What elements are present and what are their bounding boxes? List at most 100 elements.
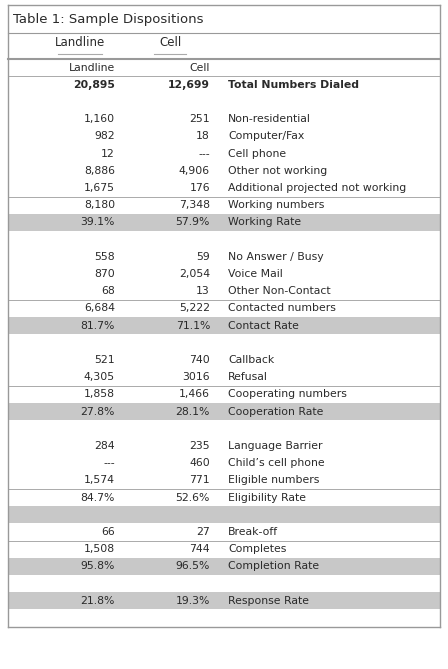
Text: 59: 59 bbox=[196, 252, 210, 262]
Text: 12: 12 bbox=[101, 149, 115, 159]
Text: Callback: Callback bbox=[228, 355, 274, 365]
Text: 284: 284 bbox=[95, 441, 115, 451]
Text: Voice Mail: Voice Mail bbox=[228, 269, 283, 279]
Text: 3016: 3016 bbox=[182, 372, 210, 382]
Text: 235: 235 bbox=[190, 441, 210, 451]
Bar bbox=[8, 248, 440, 266]
Text: Other not working: Other not working bbox=[228, 166, 327, 176]
Text: 771: 771 bbox=[190, 476, 210, 486]
Text: 71.1%: 71.1% bbox=[176, 320, 210, 330]
Bar bbox=[8, 59, 440, 76]
Bar bbox=[8, 489, 440, 506]
Text: 8,180: 8,180 bbox=[84, 200, 115, 210]
Text: 1,466: 1,466 bbox=[179, 389, 210, 399]
Text: Cell phone: Cell phone bbox=[228, 149, 286, 159]
Bar bbox=[8, 5, 440, 33]
Text: Landline: Landline bbox=[55, 35, 105, 49]
Text: 1,508: 1,508 bbox=[84, 544, 115, 554]
Text: ---: --- bbox=[198, 149, 210, 159]
Text: Completes: Completes bbox=[228, 544, 286, 554]
Text: 4,906: 4,906 bbox=[179, 166, 210, 176]
Text: 982: 982 bbox=[95, 131, 115, 141]
Text: 66: 66 bbox=[101, 527, 115, 537]
Bar bbox=[8, 110, 440, 128]
Text: 740: 740 bbox=[189, 355, 210, 365]
Text: 8,886: 8,886 bbox=[84, 166, 115, 176]
Text: 95.8%: 95.8% bbox=[81, 561, 115, 571]
Text: Working Rate: Working Rate bbox=[228, 217, 301, 227]
Text: Completion Rate: Completion Rate bbox=[228, 561, 319, 571]
Text: 20,895: 20,895 bbox=[73, 80, 115, 90]
Text: 84.7%: 84.7% bbox=[81, 492, 115, 502]
Text: 1,574: 1,574 bbox=[84, 476, 115, 486]
Text: ---: --- bbox=[103, 458, 115, 468]
Text: Cooperation Rate: Cooperation Rate bbox=[228, 407, 323, 417]
Text: 251: 251 bbox=[190, 114, 210, 124]
Bar bbox=[8, 282, 440, 300]
Bar bbox=[8, 162, 440, 179]
Bar bbox=[8, 300, 440, 317]
Bar bbox=[8, 317, 440, 334]
Bar bbox=[8, 403, 440, 420]
Bar bbox=[8, 145, 440, 162]
Text: Eligible numbers: Eligible numbers bbox=[228, 476, 319, 486]
Text: Response Rate: Response Rate bbox=[228, 596, 309, 606]
Text: No Answer / Busy: No Answer / Busy bbox=[228, 252, 323, 262]
Bar bbox=[8, 609, 440, 627]
Text: 27.8%: 27.8% bbox=[81, 407, 115, 417]
Bar bbox=[8, 455, 440, 472]
Text: 52.6%: 52.6% bbox=[176, 492, 210, 502]
Text: 13: 13 bbox=[196, 286, 210, 296]
Text: 460: 460 bbox=[189, 458, 210, 468]
Text: 1,858: 1,858 bbox=[84, 389, 115, 399]
Text: Computer/Fax: Computer/Fax bbox=[228, 131, 304, 141]
Bar bbox=[8, 33, 440, 59]
Text: 39.1%: 39.1% bbox=[81, 217, 115, 227]
Text: 21.8%: 21.8% bbox=[81, 596, 115, 606]
Text: Additional projected not working: Additional projected not working bbox=[228, 183, 406, 193]
Text: 96.5%: 96.5% bbox=[176, 561, 210, 571]
Bar bbox=[8, 575, 440, 592]
Text: Non-residential: Non-residential bbox=[228, 114, 311, 124]
Text: 68: 68 bbox=[101, 286, 115, 296]
Text: Landline: Landline bbox=[69, 63, 115, 73]
Bar bbox=[8, 231, 440, 248]
Text: Contact Rate: Contact Rate bbox=[228, 320, 299, 330]
Bar bbox=[8, 420, 440, 438]
Bar bbox=[8, 369, 440, 386]
Text: Language Barrier: Language Barrier bbox=[228, 441, 323, 451]
Bar bbox=[8, 558, 440, 575]
Text: 521: 521 bbox=[95, 355, 115, 365]
Text: 28.1%: 28.1% bbox=[176, 407, 210, 417]
Text: Child’s cell phone: Child’s cell phone bbox=[228, 458, 325, 468]
Bar bbox=[8, 592, 440, 609]
Bar bbox=[8, 334, 440, 351]
Text: 19.3%: 19.3% bbox=[176, 596, 210, 606]
Text: Eligibility Rate: Eligibility Rate bbox=[228, 492, 306, 502]
Bar bbox=[8, 94, 440, 110]
Bar bbox=[8, 179, 440, 197]
Bar bbox=[8, 506, 440, 523]
Bar bbox=[8, 76, 440, 94]
Text: Refusal: Refusal bbox=[228, 372, 268, 382]
Text: Total Numbers Dialed: Total Numbers Dialed bbox=[228, 80, 359, 90]
Text: 4,305: 4,305 bbox=[84, 372, 115, 382]
Text: Cell: Cell bbox=[190, 63, 210, 73]
Bar bbox=[8, 214, 440, 231]
Text: 12,699: 12,699 bbox=[168, 80, 210, 90]
Text: Break-off: Break-off bbox=[228, 527, 278, 537]
Text: 81.7%: 81.7% bbox=[81, 320, 115, 330]
Text: Cooperating numbers: Cooperating numbers bbox=[228, 389, 347, 399]
Text: 27: 27 bbox=[196, 527, 210, 537]
Text: 1,160: 1,160 bbox=[84, 114, 115, 124]
Bar bbox=[8, 523, 440, 541]
Text: 7,348: 7,348 bbox=[179, 200, 210, 210]
Text: Contacted numbers: Contacted numbers bbox=[228, 304, 336, 313]
Text: 176: 176 bbox=[190, 183, 210, 193]
Text: 5,222: 5,222 bbox=[179, 304, 210, 313]
Text: 558: 558 bbox=[95, 252, 115, 262]
Text: Other Non-Contact: Other Non-Contact bbox=[228, 286, 331, 296]
Text: Table 1: Sample Dispositions: Table 1: Sample Dispositions bbox=[13, 13, 203, 25]
Bar bbox=[8, 351, 440, 369]
Bar bbox=[8, 128, 440, 145]
